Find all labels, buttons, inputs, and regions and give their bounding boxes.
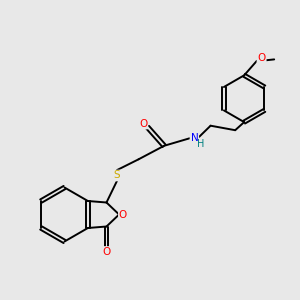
- Text: H: H: [197, 139, 205, 149]
- Text: S: S: [114, 170, 120, 181]
- Text: O: O: [102, 247, 111, 257]
- Text: O: O: [257, 53, 266, 63]
- Text: O: O: [139, 118, 147, 129]
- Text: O: O: [119, 209, 127, 220]
- Text: N: N: [190, 133, 198, 143]
